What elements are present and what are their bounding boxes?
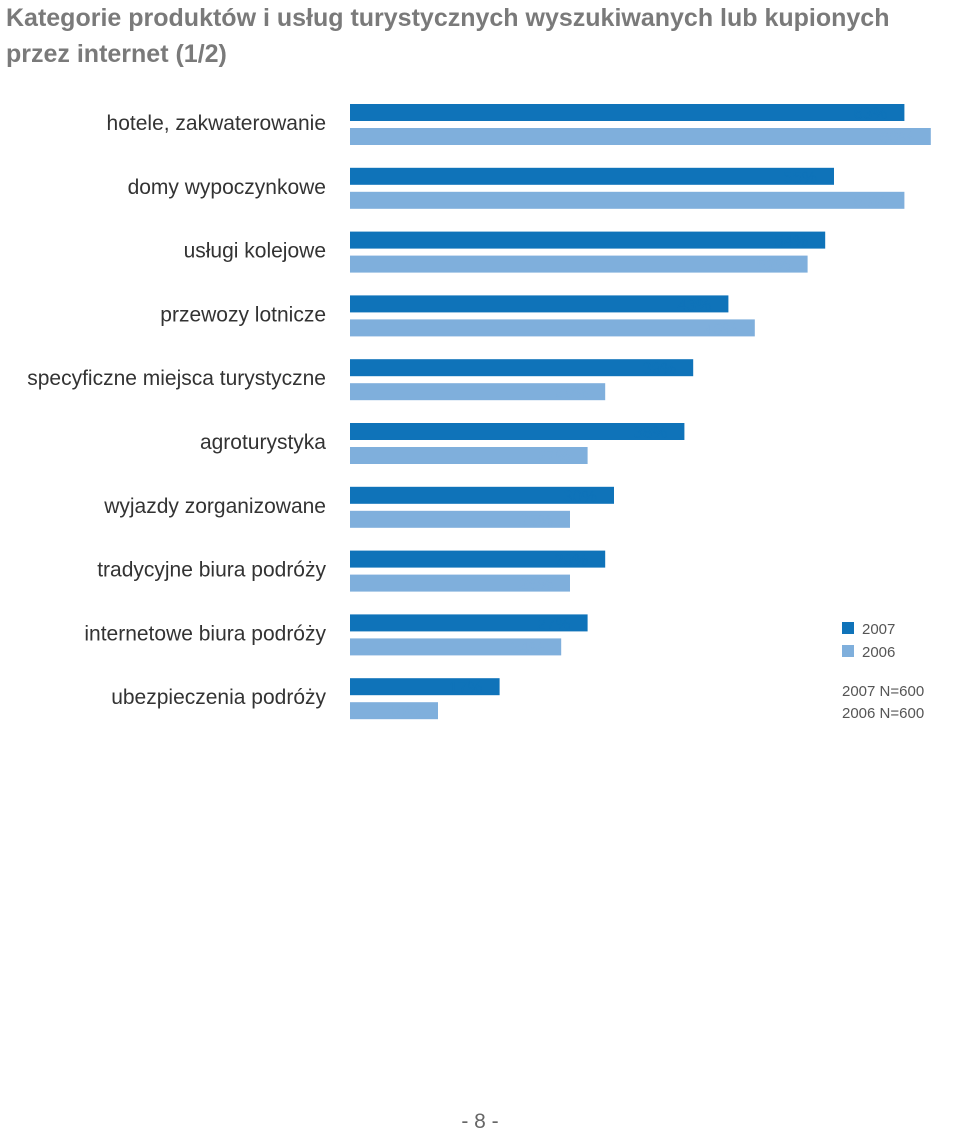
legend-swatch-2007 bbox=[842, 622, 854, 634]
bar-2007 bbox=[350, 167, 834, 185]
bar-2006 bbox=[350, 191, 905, 209]
category-label: domy wypoczynkowe bbox=[128, 176, 326, 199]
data-label-2007: 63% bbox=[853, 104, 887, 123]
sample-size-note: 2006 N=600 bbox=[842, 705, 924, 722]
category-label: przewozy lotnicze bbox=[160, 303, 326, 326]
category-label: agroturystyka bbox=[200, 431, 326, 454]
data-label-2006: 25% bbox=[519, 511, 553, 530]
data-label-2006: 10% bbox=[387, 702, 421, 721]
data-label-2007: 17% bbox=[449, 678, 483, 697]
legend-label-2006: 2006 bbox=[862, 644, 895, 661]
data-label-2006: 52% bbox=[757, 256, 791, 275]
category-label: usługi kolejowe bbox=[184, 240, 326, 263]
bar-2007 bbox=[350, 550, 606, 568]
data-label-2006: 25% bbox=[519, 575, 553, 594]
category-label: hotele, zakwaterowanie bbox=[107, 112, 326, 135]
legend-swatch-2006 bbox=[842, 645, 854, 657]
data-label-2007: 55% bbox=[783, 168, 817, 187]
bar-2006 bbox=[350, 447, 588, 464]
bar-2007 bbox=[350, 678, 500, 696]
bar-2007 bbox=[350, 359, 694, 377]
bar-2006 bbox=[350, 574, 570, 592]
data-label-2007: 43% bbox=[677, 295, 711, 314]
data-label-2007: 38% bbox=[633, 423, 667, 442]
page-number: - 8 - bbox=[461, 1110, 499, 1133]
bar-2006 bbox=[350, 383, 606, 401]
data-label-2007: 54% bbox=[774, 232, 808, 251]
sample-size-note: 2007 N=600 bbox=[842, 683, 924, 700]
data-label-2006: 46% bbox=[704, 319, 738, 338]
chart-title: Kategorie produktów i usług turystycznyc… bbox=[6, 4, 890, 68]
bar-2006 bbox=[350, 702, 438, 720]
data-label-2006: 66% bbox=[880, 128, 914, 147]
data-label-2007: 30% bbox=[563, 487, 597, 506]
data-label-2006: 63% bbox=[853, 192, 887, 211]
legend-label-2007: 2007 bbox=[862, 621, 895, 638]
bar-2007 bbox=[350, 486, 614, 504]
bar-2006 bbox=[350, 128, 931, 145]
category-label: specyficzne miejsca turystyczne bbox=[27, 367, 326, 390]
category-label: internetowe biura podróży bbox=[84, 622, 326, 645]
data-label-2007: 29% bbox=[554, 551, 588, 570]
bar-2007 bbox=[350, 231, 826, 249]
bar-2007 bbox=[350, 295, 729, 313]
category-label: ubezpieczenia podróży bbox=[111, 686, 326, 709]
bar-2006 bbox=[350, 638, 562, 656]
data-label-2007: 39% bbox=[642, 359, 676, 378]
data-label-2006: 24% bbox=[510, 638, 544, 657]
bar-2007 bbox=[350, 104, 905, 121]
data-label-2007: 27% bbox=[537, 614, 571, 633]
bar-2006 bbox=[350, 510, 570, 528]
category-label: tradycyjne biura podróży bbox=[97, 559, 326, 582]
bar-2006 bbox=[350, 319, 755, 337]
data-label-2006: 27% bbox=[537, 447, 571, 466]
bar-2007 bbox=[350, 423, 685, 440]
bar-2007 bbox=[350, 614, 588, 632]
bar-2006 bbox=[350, 255, 808, 273]
category-label: wyjazdy zorganizowane bbox=[103, 495, 326, 518]
data-label-2006: 29% bbox=[554, 383, 588, 402]
